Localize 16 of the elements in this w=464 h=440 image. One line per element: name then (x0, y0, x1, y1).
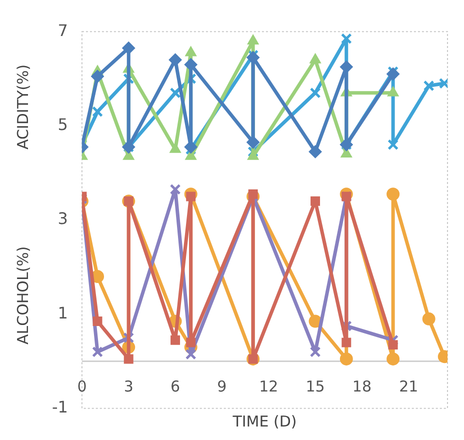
x-tick-label: 6 (170, 377, 180, 396)
y-tick-label: 3 (58, 209, 68, 228)
x-tick-label: 0 (77, 377, 87, 396)
y-axis-title: ALCOHOL(%) (14, 246, 32, 345)
x-tick-label: 18 (352, 377, 372, 396)
x-tick-label: 21 (399, 377, 418, 396)
x-tick-label: 15 (306, 377, 325, 396)
y-tick-label: 7 (58, 20, 68, 40)
y-tick-label: -1 (52, 398, 68, 417)
text: ACIDITY(%) (14, 64, 32, 150)
x-axis-title: TIME (D) (232, 412, 297, 430)
x-tick-label: 3 (124, 377, 134, 396)
x-tick-label: 9 (217, 377, 227, 396)
x-tick-label: 12 (259, 377, 278, 396)
y-tick-label: 1 (58, 303, 68, 322)
y-tick-label: 5 (58, 114, 68, 134)
